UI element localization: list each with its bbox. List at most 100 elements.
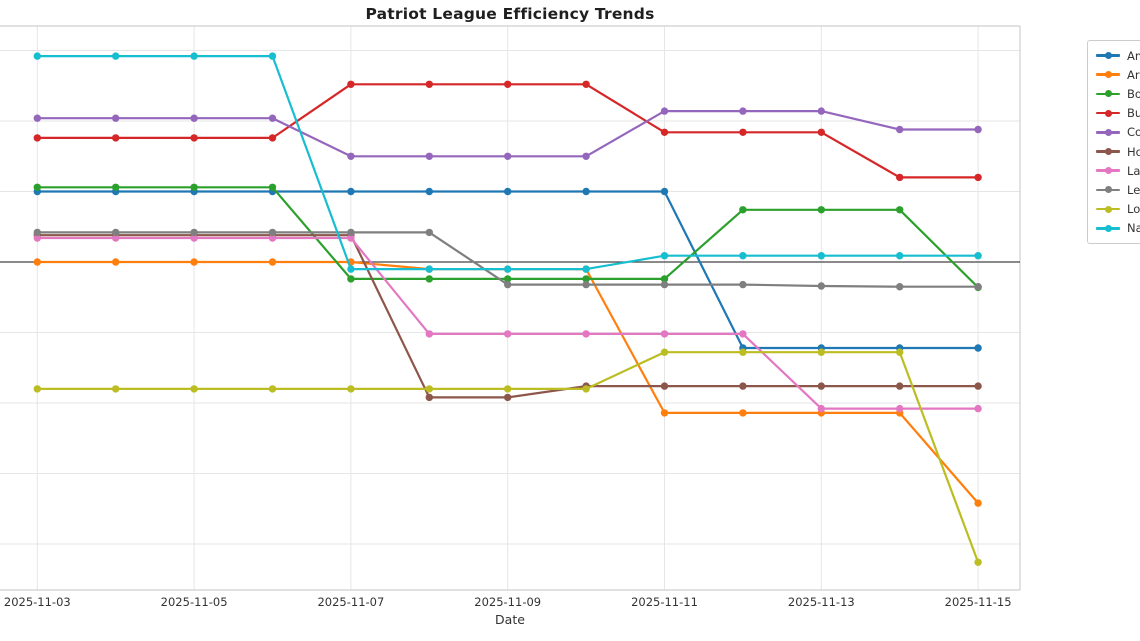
legend-line-swatch [1096,205,1120,214]
data-point [582,280,590,289]
data-point [896,382,904,390]
chart-title: Patriot League Efficiency Trends [365,5,655,23]
x-tick-label: 2025-11-15 [945,595,1012,609]
data-point [582,330,590,338]
data-point [268,228,277,237]
data-point [817,282,825,290]
data-point [268,134,277,142]
data-point [425,385,433,393]
x-tick-label: 2025-11-07 [317,595,384,609]
data-point [582,187,590,196]
data-point [112,228,120,237]
data-point [190,114,198,122]
data-point [504,152,512,160]
data-point [582,265,590,273]
data-point [660,409,669,417]
data-point [739,348,747,356]
legend-label: Co [1127,125,1140,140]
data-point [504,275,512,283]
data-point [504,187,512,196]
data-point [425,80,433,89]
x-tick-label: 2025-11-03 [4,595,71,609]
data-point [190,385,198,393]
data-point [33,183,41,191]
data-point [660,280,669,289]
legend-line-swatch [1096,70,1120,79]
data-point [190,228,198,237]
series-Bu [33,80,982,182]
data-point [974,173,982,182]
data-point [268,183,277,191]
legend-item-Am: Am [1096,46,1140,65]
data-point [896,348,904,356]
data-point [33,385,41,393]
legend-item-Ho: Ho [1096,142,1140,161]
legend-line-swatch [1096,147,1120,156]
legend-label: Bo [1127,86,1140,101]
data-point [817,348,825,356]
data-point [817,128,825,136]
data-point [739,330,747,338]
data-point [660,252,669,260]
data-point [974,344,982,352]
data-point [33,234,41,242]
data-point [660,330,669,338]
data-point [347,234,355,242]
data-point [974,125,982,134]
legend-line-swatch [1096,185,1120,194]
data-point [504,330,512,338]
data-point [974,558,982,566]
data-point [347,228,355,237]
data-point [112,134,120,142]
data-point [739,128,747,136]
data-point [33,258,41,266]
data-point [739,206,747,214]
data-point [33,134,41,142]
legend-label: La [1127,163,1140,178]
series-Co [33,107,982,160]
data-point [739,107,747,115]
data-point [974,499,982,507]
data-point [190,134,198,142]
data-point [112,234,120,242]
legend-item-Ar: Ar [1096,65,1140,84]
data-point [347,152,355,160]
series-La [33,234,982,413]
legend-label: Ar [1127,67,1140,82]
data-point [739,409,747,417]
legend-line-swatch [1096,128,1120,137]
data-point [739,382,747,390]
data-point [896,283,904,291]
data-point [504,393,512,402]
data-point [817,206,825,214]
legend-line-swatch [1096,51,1120,60]
data-point [268,52,277,60]
data-point [660,128,669,136]
data-point [896,206,904,214]
data-point [347,80,355,89]
data-point [33,228,41,237]
legend-label: Lo [1127,202,1140,217]
legend-label: Le [1127,182,1140,197]
data-point [504,280,512,289]
data-point [974,283,982,291]
data-point [974,252,982,260]
data-point [112,114,120,122]
x-tick-label: 2025-11-11 [631,595,698,609]
legend-item-Na: Na [1096,219,1140,238]
legend-label: Na [1127,221,1140,236]
data-point [425,393,433,402]
series-Lo [33,348,982,566]
legend-line-swatch [1096,109,1120,118]
series-Le [33,228,982,291]
legend-line-swatch [1096,224,1120,233]
data-point [896,252,904,260]
x-tick-label: 2025-11-13 [788,595,855,609]
legend-item-Bu: Bu [1096,104,1140,123]
data-point [660,187,669,196]
data-point [974,382,982,390]
data-point [33,114,41,122]
data-point [425,265,433,273]
data-point [504,80,512,89]
